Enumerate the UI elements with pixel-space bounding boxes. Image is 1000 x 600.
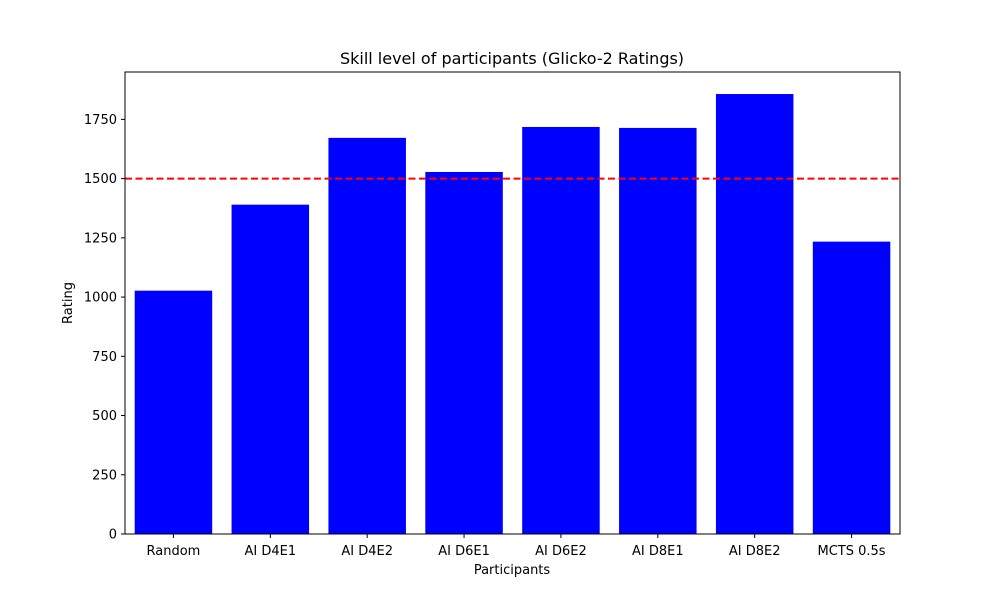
- bar-mcts-0-5s: [812, 241, 891, 535]
- bar-ai-d8e1: [619, 127, 697, 534]
- x-tick-label: AI D8E2: [729, 544, 781, 559]
- y-tick-label: 750: [92, 350, 117, 365]
- y-axis: 0 250 500 750 1000 1250 1500 1750: [84, 113, 125, 543]
- y-tick-label: 1250: [84, 231, 117, 246]
- x-axis: Random AI D4E1 AI D4E2 AI D6E1 AI D6E2 AI D8E…: [147, 534, 886, 559]
- x-tick-label: AI D8E1: [632, 544, 684, 559]
- y-tick-label: 1000: [84, 291, 117, 306]
- x-tick-label: AI D6E2: [535, 544, 587, 559]
- y-tick-label: 250: [92, 468, 117, 483]
- bar-ai-d8e2: [715, 94, 794, 534]
- y-tick-label: 500: [92, 409, 117, 424]
- y-axis-label: Rating: [61, 282, 76, 324]
- plot-frame: [124, 71, 901, 535]
- bar-ai-d4e2: [328, 137, 406, 534]
- bar-random: [134, 290, 213, 534]
- x-tick-label: Random: [147, 544, 201, 559]
- x-tick-label: MCTS 0.5s: [818, 544, 886, 559]
- bar-ai-d6e2: [522, 126, 600, 534]
- chart-title: Skill level of participants (Glicko-2 Ra…: [340, 49, 684, 68]
- bar-ai-d4e1: [231, 204, 310, 534]
- y-tick-label: 0: [109, 528, 117, 543]
- y-tick-label: 1750: [84, 113, 117, 128]
- x-tick-label: AI D4E1: [244, 544, 296, 559]
- x-axis-label: Participants: [474, 563, 551, 578]
- bars-group: [134, 94, 891, 535]
- y-tick-label: 1500: [84, 172, 117, 187]
- x-tick-label: AI D4E2: [341, 544, 393, 559]
- bar-ai-d6e1: [425, 171, 503, 534]
- x-tick-label: AI D6E1: [438, 544, 490, 559]
